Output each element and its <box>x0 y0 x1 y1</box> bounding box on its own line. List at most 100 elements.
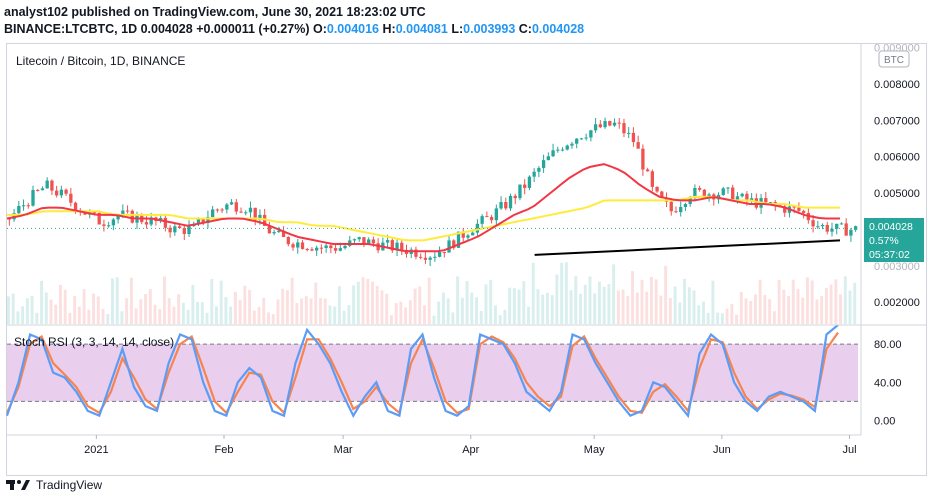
candle-body <box>215 209 220 211</box>
candle-body <box>31 189 35 206</box>
candle-body <box>556 149 560 151</box>
volume-bar <box>44 292 48 324</box>
volume-bar <box>697 305 701 324</box>
volume-bar <box>35 312 39 324</box>
candle-body <box>125 210 130 212</box>
volume-bar <box>243 285 247 324</box>
candle-body <box>333 248 338 251</box>
volume-bar <box>153 304 157 324</box>
volume-bar <box>853 282 857 324</box>
volume-bar <box>300 298 304 324</box>
candle-body <box>419 256 423 258</box>
candle-body <box>683 203 688 207</box>
volume-bar <box>810 280 814 324</box>
volume-bar <box>7 296 10 324</box>
time-tick-label: Feb <box>215 444 234 456</box>
volume-bar <box>768 299 772 324</box>
volume-bar <box>593 293 597 324</box>
candle-body <box>489 216 494 221</box>
volume-bar <box>678 302 682 324</box>
volume-bar <box>801 297 805 324</box>
volume-bar <box>337 286 341 324</box>
candle-body <box>631 132 636 143</box>
volume-bar <box>503 309 507 324</box>
candle-body <box>121 210 125 216</box>
main-pane <box>6 117 858 324</box>
candle-body <box>532 171 536 177</box>
volume-bar <box>531 262 535 324</box>
volume-bar <box>493 305 497 324</box>
candle-body <box>641 148 645 170</box>
volume-bar <box>517 289 521 324</box>
volume-bar <box>470 292 474 324</box>
candle-body <box>570 143 574 146</box>
volume-bar <box>205 312 209 324</box>
candle-body <box>849 229 853 236</box>
volume-bar <box>735 314 739 324</box>
volume-bar <box>352 285 356 324</box>
stoch-d-line <box>5 331 839 415</box>
volume-bar <box>144 293 148 324</box>
volume-bar <box>323 298 327 324</box>
volume-bar <box>361 277 365 324</box>
volume-bar <box>649 276 653 324</box>
currency-badge[interactable]: BTC <box>878 50 910 68</box>
candle-body <box>305 248 309 250</box>
volume-bar <box>489 280 493 324</box>
ohlc-line: BINANCE:LTCBTC, 1D 0.004028 +0.000011 (+… <box>4 21 584 38</box>
volume-bar <box>375 286 379 324</box>
volume-bar <box>692 290 696 324</box>
publisher-line: analyst102 published on TradingView.com,… <box>4 5 426 19</box>
volume-bar <box>720 313 724 324</box>
candle-body <box>343 245 347 249</box>
candle-body <box>281 230 286 238</box>
candle-body <box>267 225 272 234</box>
candle-body <box>475 223 480 233</box>
candle-body <box>645 169 650 172</box>
volume-bar <box>423 305 426 324</box>
volume-bar <box>172 306 176 324</box>
candle-body <box>835 223 839 229</box>
stoch-rsi-pane <box>5 324 858 419</box>
volume-bar <box>11 293 15 324</box>
candle-body <box>329 245 333 249</box>
candle-body <box>182 228 186 235</box>
volume-bar <box>706 312 710 324</box>
candle-body <box>726 187 730 189</box>
volume-bar <box>763 294 767 324</box>
candle-body <box>702 189 707 198</box>
candle-body <box>697 187 702 190</box>
volume-bar <box>829 284 833 324</box>
candle-body <box>442 252 446 254</box>
candle-body <box>816 226 820 228</box>
volume-bar <box>560 262 564 324</box>
volume-bar <box>446 298 450 324</box>
candle-body <box>749 198 754 201</box>
price-tick-label: 0.007000 <box>874 115 920 127</box>
candle-body <box>272 232 276 234</box>
candle-body <box>603 121 607 128</box>
candle-body <box>390 240 394 251</box>
candle-body <box>414 249 418 257</box>
volume-bar <box>314 282 318 324</box>
time-tick-label: May <box>584 444 605 456</box>
price-tick-label: 0.005000 <box>874 188 920 200</box>
candle-body <box>21 205 26 207</box>
candle-body <box>248 207 253 213</box>
volume-bar <box>356 281 360 324</box>
volume-bar <box>163 276 166 324</box>
candle-body <box>50 180 54 191</box>
volume-bar <box>87 309 91 324</box>
candle-body <box>371 239 376 244</box>
volume-bar <box>106 313 110 324</box>
candle-body <box>655 186 659 192</box>
footer-brand: TradingView <box>36 478 103 492</box>
candle-body <box>584 137 588 139</box>
volume-bar <box>569 290 573 324</box>
candle-body <box>608 121 612 126</box>
volume-bar <box>716 312 720 324</box>
volume-bar <box>413 288 417 324</box>
volume-bar <box>791 279 795 324</box>
high-value: 0.004081 <box>395 22 448 36</box>
